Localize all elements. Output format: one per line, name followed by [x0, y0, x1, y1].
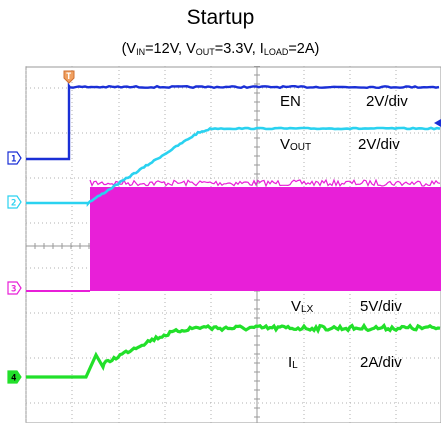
channel-name-4: IL: [288, 354, 298, 371]
trace-il: [26, 322, 441, 379]
trace-en: [26, 82, 440, 161]
channel-scale-3: 5V/div: [360, 298, 402, 315]
channel-marker-label: 1: [11, 155, 16, 165]
channel-marker-shape: [7, 370, 22, 384]
channel-name-main: V: [280, 136, 290, 153]
channel-marker-shape: [7, 281, 22, 295]
trigger-marker-shape: [63, 70, 75, 84]
channel-scale-2: 2V/div: [358, 136, 400, 153]
channel-marker-label: 2: [11, 199, 16, 209]
channel-name-subscript: LX: [301, 304, 314, 315]
channel-marker-2: 2: [7, 195, 22, 209]
trigger-level-arrow: [434, 119, 441, 127]
chart-subtitle: (VIN=12V, VOUT=3.3V, ILOAD=2A): [0, 41, 441, 57]
channel-marker-shape: [7, 151, 22, 165]
subtitle-subscript: LOAD: [263, 47, 289, 57]
channel-name-main: EN: [280, 93, 301, 110]
channel-marker-4: 4: [7, 370, 22, 384]
trigger-marker-label: T: [66, 72, 72, 82]
chart-title: Startup: [186, 6, 255, 29]
subtitle-subscript: IN: [136, 47, 146, 57]
channel-scale-4: 2A/div: [360, 354, 402, 371]
channel-marker-shape: [7, 195, 22, 209]
channel-name-main: I: [288, 354, 292, 371]
subtitle-subscript: OUT: [195, 47, 215, 57]
channel-marker-1: 1: [7, 151, 22, 165]
trace-vlx-top-noise: [89, 178, 441, 188]
channel-marker-3: 3: [7, 281, 22, 295]
subtitle-text: (V: [121, 41, 137, 57]
channel-name-3: VLX: [291, 298, 314, 315]
subtitle-text: =2A): [288, 41, 320, 57]
subtitle-text: =3.3V, I: [214, 41, 264, 57]
scope-traces: [26, 82, 441, 379]
trigger-marker: T: [63, 70, 75, 84]
channel-markers: 1 2 3 4 T: [7, 70, 441, 384]
subtitle-text: =12V, V: [145, 41, 196, 57]
trace-vlx-switching: [90, 187, 441, 291]
channel-scale-1: 2V/div: [366, 93, 408, 110]
channel-marker-label: 4: [11, 374, 17, 384]
channel-name-1: EN: [280, 93, 301, 110]
channel-name-subscript: OUT: [290, 142, 311, 153]
channel-name-main: V: [291, 298, 301, 315]
channel-name-2: VOUT: [280, 136, 311, 153]
trace-vout: [26, 126, 441, 207]
channel-marker-label: 3: [11, 285, 16, 295]
channel-name-subscript: L: [292, 360, 298, 371]
